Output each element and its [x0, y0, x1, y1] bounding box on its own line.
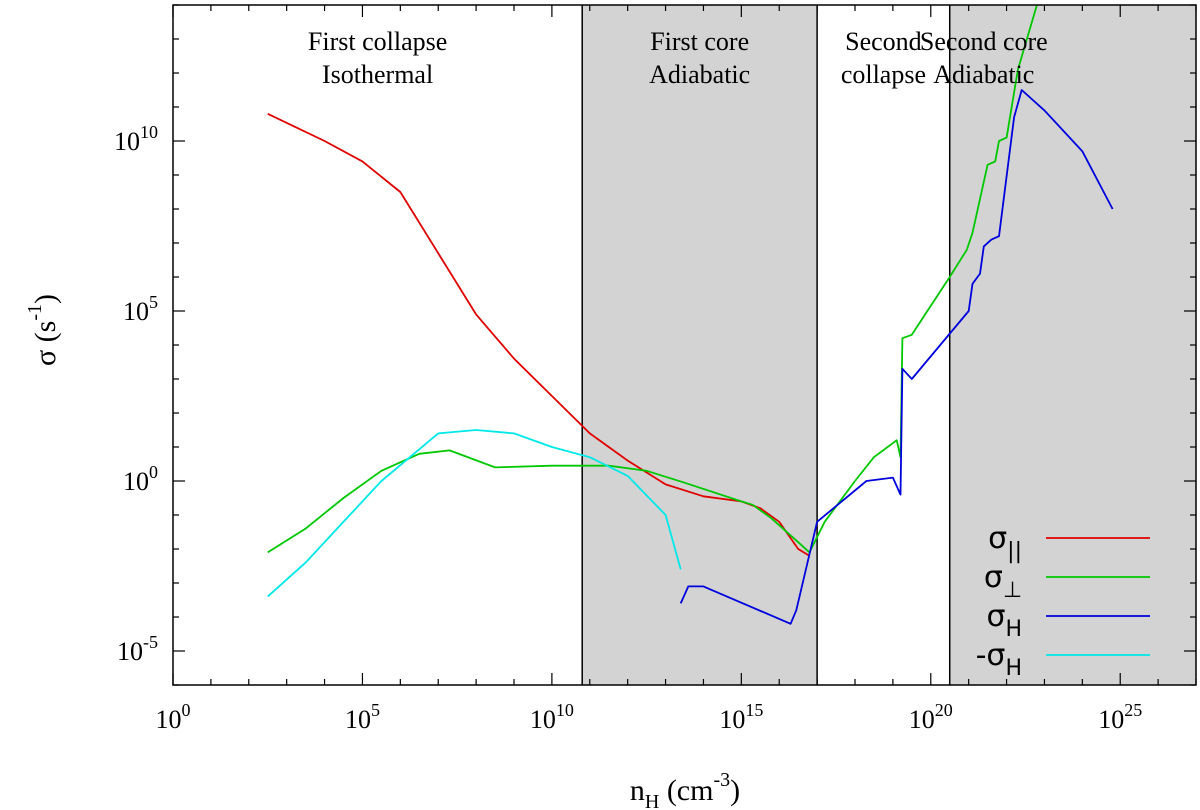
- region-label-first-core-1: Adiabatic: [649, 60, 750, 89]
- x-tick-label: 1020: [909, 700, 953, 734]
- y-tick-label: 105: [123, 292, 158, 326]
- y-axis-title: σ (s-1): [24, 294, 62, 366]
- series-sigma-perp: [267, 5, 1038, 554]
- series-sigma-hall: [679, 89, 1114, 625]
- y-tick-label: 1010: [114, 122, 158, 156]
- series-sigma-parallel: [267, 112, 810, 557]
- legend-label-neg-sigma-hall: -σH: [976, 638, 1022, 681]
- region-first-core: [582, 5, 818, 685]
- region-label-second-collapse-0: Second: [845, 27, 922, 56]
- y-tick-label: 10-5: [117, 632, 158, 666]
- region-label-first-collapse-0: First collapse: [308, 27, 447, 56]
- region-labels: First collapse Isothermal First core Adiaba…: [308, 27, 1048, 89]
- region-label-second-collapse-1: collapse: [841, 60, 926, 89]
- legend-label-sigma-perp: σ⊥: [984, 560, 1022, 603]
- axis-ticks: [172, 4, 1197, 686]
- region-label-second-core-1: Adiabatic: [933, 60, 1034, 89]
- legend-label-sigma-parallel: σ||: [988, 521, 1022, 564]
- y-tick-label: 100: [123, 462, 158, 496]
- region-dividers: [581, 5, 951, 685]
- tick-labels: 100 105 1010 1015 1020 1025 10-5 100 105 1010: [114, 122, 1142, 734]
- x-tick-label: 100: [156, 700, 191, 734]
- legend-label-sigma-hall: σH: [986, 599, 1022, 642]
- region-label-first-core-0: First core: [650, 27, 749, 56]
- data-series: [267, 5, 1114, 625]
- region-label-first-collapse-1: Isothermal: [322, 60, 433, 89]
- x-tick-label: 1015: [719, 700, 763, 734]
- series-neg-sigma-hall: [267, 429, 682, 598]
- legend: σ||σ⊥σH-σH: [976, 521, 1150, 681]
- x-tick-label: 1025: [1098, 700, 1142, 734]
- region-shading: [582, 5, 1196, 685]
- x-axis-title: nH (cm-3): [630, 769, 740, 810]
- x-tick-label: 105: [345, 700, 380, 734]
- x-tick-label: 1010: [530, 700, 574, 734]
- region-label-second-core-0: Second core: [920, 27, 1048, 56]
- region-second-core: [949, 5, 1196, 685]
